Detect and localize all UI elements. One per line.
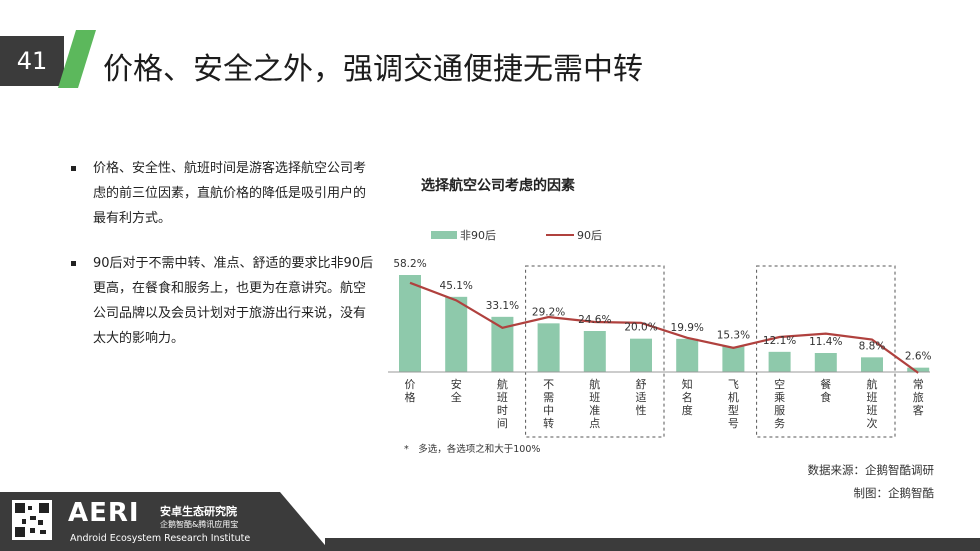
data-label: 33.1% bbox=[486, 300, 519, 312]
accent-stripe bbox=[58, 30, 96, 88]
data-label: 15.3% bbox=[717, 330, 750, 342]
bar bbox=[814, 353, 837, 372]
data-label: 24.6% bbox=[578, 314, 611, 326]
bar bbox=[399, 275, 421, 372]
brand-subtitle-cn: 企鹅智酷&腾讯应用宝 bbox=[160, 520, 239, 529]
bullet-text: 价格、安全性、航班时间是游客选择航空公司考虑的前三位因素，直航价格的降低是吸引用… bbox=[93, 161, 367, 226]
page-number: 41 bbox=[16, 47, 48, 75]
bullet-list: 价格、安全性、航班时间是游客选择航空公司考虑的前三位因素，直航价格的降低是吸引用… bbox=[71, 156, 376, 371]
highlight-box bbox=[756, 265, 896, 438]
brand-name-en: Android Ecosystem Research Institute bbox=[70, 533, 251, 544]
category-label: 价格 bbox=[405, 378, 416, 404]
category-label: 知名度 bbox=[682, 377, 693, 417]
brand-name-cn: 安卓生态研究院 bbox=[160, 505, 237, 518]
data-label: 58.2% bbox=[393, 258, 426, 270]
data-label: 20.0% bbox=[624, 322, 657, 334]
legend-bar-label: 非90后 bbox=[460, 229, 496, 242]
category-label: 空乘服务 bbox=[774, 377, 785, 430]
legend-bar-swatch bbox=[431, 231, 457, 239]
factor-chart: 选择航空公司考虑的因素 非90后 90后 58.2% 45.1% 33.1% 29.2… bbox=[388, 177, 932, 438]
qr-code-icon bbox=[12, 500, 52, 540]
bar bbox=[676, 338, 699, 372]
bar bbox=[907, 367, 930, 372]
footer-bar bbox=[325, 538, 980, 551]
data-label: 8.8% bbox=[859, 340, 886, 352]
bullet-square-icon bbox=[71, 261, 76, 266]
aeri-logo: AERI bbox=[68, 498, 140, 528]
category-label: 安全 bbox=[451, 377, 462, 404]
bar bbox=[491, 316, 514, 372]
highlight-box bbox=[525, 265, 665, 438]
slide-title: 价格、安全之外，强调交通便捷无需中转 bbox=[103, 52, 643, 87]
category-label: 航班时间 bbox=[497, 377, 508, 430]
bar bbox=[722, 346, 745, 372]
data-label: 12.1% bbox=[763, 335, 796, 347]
category-label: 飞机型号 bbox=[728, 378, 739, 430]
chart-credit: 制图：企鹅智酷 bbox=[853, 486, 935, 500]
data-label: 45.1% bbox=[440, 280, 473, 292]
category-label: 餐食 bbox=[820, 377, 831, 404]
series-line-90s bbox=[409, 281, 919, 374]
bullet-item: 价格、安全性、航班时间是游客选择航空公司考虑的前三位因素，直航价格的降低是吸引用… bbox=[71, 156, 376, 231]
category-label: 舒适性 bbox=[636, 377, 647, 417]
bullet-square-icon bbox=[71, 166, 76, 171]
data-label: 19.9% bbox=[671, 322, 704, 334]
footer-logo-panel bbox=[0, 492, 330, 551]
page-number-box: 41 bbox=[0, 36, 64, 86]
category-label: 常旅客 bbox=[913, 378, 924, 417]
data-label: 11.4% bbox=[809, 336, 842, 348]
category-label: 不需中转 bbox=[543, 378, 554, 430]
chart-footnote: * 多选，各选项之和大于100% bbox=[404, 444, 541, 455]
category-label: 航班班次 bbox=[867, 377, 878, 430]
bar bbox=[768, 351, 791, 372]
category-label: 航班准点 bbox=[589, 377, 600, 430]
data-source: 数据来源：企鹅智酷调研 bbox=[807, 463, 935, 477]
chart-legend: 非90后 90后 bbox=[431, 229, 602, 242]
bar bbox=[445, 296, 468, 372]
bar bbox=[861, 357, 883, 372]
chart-title: 选择航空公司考虑的因素 bbox=[421, 177, 575, 194]
bullet-item: 90后对于不需中转、准点、舒适的要求比非90后更高，在餐食和服务上，也更为在意讲… bbox=[71, 251, 376, 351]
data-label: 2.6% bbox=[905, 351, 932, 363]
bar bbox=[537, 323, 560, 372]
bar bbox=[630, 338, 652, 372]
bar bbox=[583, 331, 606, 372]
bullet-text: 90后对于不需中转、准点、舒适的要求比非90后更高，在餐食和服务上，也更为在意讲… bbox=[93, 256, 374, 346]
legend-line-label: 90后 bbox=[577, 229, 602, 242]
data-label: 29.2% bbox=[532, 306, 565, 318]
